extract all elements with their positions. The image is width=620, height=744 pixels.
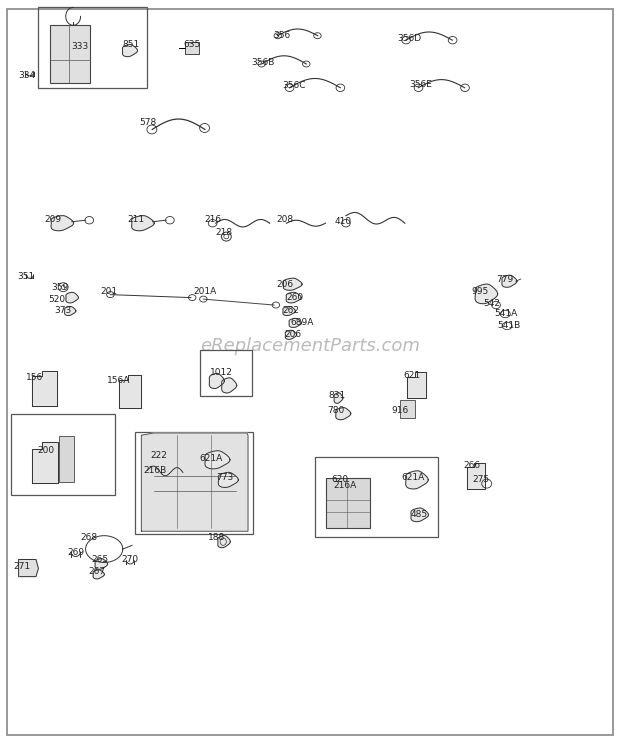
- Text: 222: 222: [150, 451, 167, 460]
- Text: 156: 156: [26, 373, 43, 382]
- Bar: [326, 478, 370, 528]
- Text: 260: 260: [286, 293, 304, 302]
- Polygon shape: [141, 433, 248, 531]
- Text: 410: 410: [335, 217, 352, 226]
- Text: 206: 206: [284, 330, 301, 339]
- Text: 541B: 541B: [497, 321, 521, 330]
- Text: 916: 916: [392, 406, 409, 415]
- Text: 270: 270: [121, 555, 138, 564]
- Polygon shape: [411, 508, 428, 522]
- Text: 333: 333: [71, 42, 89, 51]
- Polygon shape: [119, 375, 141, 408]
- Text: 268: 268: [81, 533, 98, 542]
- Text: 995: 995: [471, 287, 489, 296]
- Polygon shape: [210, 373, 224, 388]
- Polygon shape: [123, 45, 138, 57]
- Text: 218: 218: [216, 228, 233, 237]
- Polygon shape: [336, 408, 351, 420]
- Bar: [315, 457, 438, 537]
- Polygon shape: [285, 330, 296, 339]
- Text: 773: 773: [216, 473, 233, 482]
- Polygon shape: [407, 373, 426, 399]
- Text: 271: 271: [14, 562, 31, 571]
- Text: 266: 266: [464, 461, 481, 469]
- Polygon shape: [286, 292, 301, 303]
- Text: 485: 485: [410, 510, 428, 519]
- Text: 351: 351: [17, 272, 35, 281]
- Text: 541A: 541A: [495, 310, 518, 318]
- Polygon shape: [475, 284, 498, 304]
- Text: 1012: 1012: [210, 368, 232, 376]
- Bar: [185, 42, 199, 54]
- Bar: [200, 350, 252, 396]
- Polygon shape: [93, 570, 104, 579]
- Text: 208: 208: [276, 215, 293, 224]
- Text: 356: 356: [273, 31, 290, 40]
- Text: 689A: 689A: [290, 318, 314, 327]
- Polygon shape: [64, 307, 76, 315]
- Text: 635: 635: [183, 40, 200, 49]
- Text: 620: 620: [332, 475, 349, 484]
- Text: 520: 520: [48, 295, 66, 304]
- Bar: [50, 25, 90, 83]
- Text: 206: 206: [276, 280, 293, 289]
- Text: 359: 359: [51, 283, 68, 292]
- Text: 216: 216: [205, 215, 222, 224]
- Polygon shape: [131, 216, 154, 231]
- Polygon shape: [334, 393, 343, 403]
- Text: 621A: 621A: [402, 473, 425, 482]
- Text: 216A: 216A: [334, 481, 357, 490]
- Polygon shape: [218, 472, 238, 487]
- Polygon shape: [32, 442, 58, 484]
- Polygon shape: [222, 378, 237, 393]
- Text: 542: 542: [484, 299, 500, 308]
- Text: 356E: 356E: [409, 80, 432, 89]
- Polygon shape: [51, 216, 74, 231]
- Text: 356B: 356B: [251, 58, 275, 67]
- Polygon shape: [502, 275, 517, 287]
- Bar: [400, 400, 415, 418]
- Text: 201A: 201A: [193, 287, 217, 296]
- Polygon shape: [205, 451, 230, 469]
- Text: 578: 578: [140, 118, 157, 126]
- Text: 621A: 621A: [200, 454, 223, 463]
- Text: 211: 211: [127, 215, 144, 224]
- Text: 334: 334: [19, 71, 36, 80]
- Text: 216B: 216B: [144, 466, 167, 475]
- Bar: [59, 436, 74, 482]
- Text: 267: 267: [88, 567, 105, 576]
- Polygon shape: [95, 559, 108, 569]
- Text: 779: 779: [496, 275, 513, 283]
- Bar: [38, 7, 147, 88]
- Polygon shape: [289, 318, 301, 327]
- Polygon shape: [19, 559, 38, 577]
- Bar: [11, 414, 115, 495]
- Text: 373: 373: [55, 307, 72, 315]
- Text: eReplacementParts.com: eReplacementParts.com: [200, 337, 420, 355]
- Bar: [135, 432, 253, 534]
- Polygon shape: [467, 463, 485, 490]
- Text: 209: 209: [45, 215, 62, 224]
- Text: 621: 621: [403, 371, 420, 380]
- Text: 262: 262: [282, 307, 299, 315]
- Text: 188: 188: [208, 533, 225, 542]
- Text: 831: 831: [329, 391, 346, 400]
- Polygon shape: [283, 307, 296, 315]
- Text: 851: 851: [123, 40, 140, 49]
- Text: 200: 200: [37, 446, 55, 455]
- Text: 356C: 356C: [282, 81, 306, 90]
- Polygon shape: [66, 292, 78, 303]
- Text: 275: 275: [472, 475, 490, 484]
- Polygon shape: [405, 471, 428, 489]
- Polygon shape: [32, 371, 57, 406]
- Text: 265: 265: [92, 555, 109, 564]
- Text: 269: 269: [67, 548, 84, 557]
- Text: 356D: 356D: [397, 34, 421, 43]
- Text: 201: 201: [100, 287, 118, 296]
- Polygon shape: [283, 278, 302, 290]
- Text: 156A: 156A: [107, 376, 130, 385]
- Text: 780: 780: [327, 406, 345, 415]
- Polygon shape: [218, 536, 231, 548]
